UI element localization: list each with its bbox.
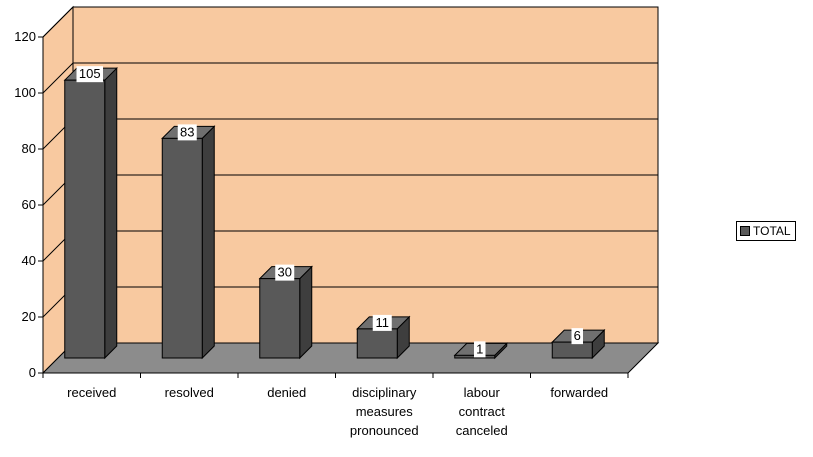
data-label: 6 [574, 328, 581, 343]
y-tick-label: 20 [22, 309, 36, 324]
bar-side [201, 125, 215, 360]
legend: TOTAL [736, 221, 796, 241]
bar [259, 278, 301, 359]
bar [551, 341, 593, 359]
data-label: 1 [476, 341, 483, 356]
x-tick-label: forwarded [550, 385, 608, 400]
data-label: 11 [376, 315, 390, 330]
y-tick-label: 80 [22, 141, 36, 156]
data-label-bg [177, 124, 197, 141]
x-tick-label: denied [267, 385, 306, 400]
gridline-side [42, 6, 74, 38]
legend-label-total: TOTAL [753, 224, 791, 238]
data-label-bg [372, 314, 392, 331]
bar [161, 137, 203, 359]
bar [356, 328, 398, 359]
x-tick-label: received [67, 385, 116, 400]
data-label: 83 [180, 124, 194, 139]
gridline-side [42, 62, 74, 94]
y-tick-label: 60 [22, 197, 36, 212]
data-label-bg [275, 264, 295, 281]
x-tick-label: measures [356, 404, 414, 419]
y-tick-label: 100 [14, 85, 36, 100]
bar [64, 79, 106, 359]
x-tick-label: labour [464, 385, 501, 400]
y-tick-label: 0 [29, 365, 36, 380]
data-label-bg [474, 341, 486, 358]
x-tick-label: contract [459, 404, 506, 419]
x-tick-label: disciplinary [352, 385, 417, 400]
bar-side [299, 265, 313, 360]
data-label: 105 [79, 66, 101, 81]
data-label-bg [76, 66, 103, 83]
x-tick-label: pronounced [350, 423, 419, 438]
legend-swatch [740, 226, 750, 236]
data-label-bg [571, 328, 583, 345]
bar-side [104, 66, 118, 360]
y-tick-label: 120 [14, 29, 36, 44]
x-tick-label: resolved [165, 385, 214, 400]
x-tick-label: canceled [456, 423, 508, 438]
data-label: 30 [278, 265, 292, 280]
y-tick-label: 40 [22, 253, 36, 268]
